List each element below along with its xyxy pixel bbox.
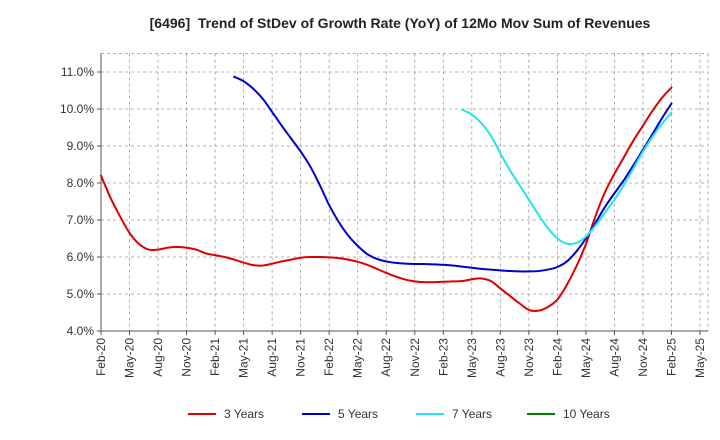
chart-title: [6496] Trend of StDev of Growth Rate (Yo… bbox=[150, 15, 651, 31]
y-axis-ticks: 4.0% 5.0% 6.0% 7.0% 8.0% 9.0% 10.0% 11.0% bbox=[60, 65, 101, 338]
x-tick-label: Aug-22 bbox=[379, 338, 393, 377]
y-tick-label: 11.0% bbox=[61, 65, 94, 79]
y-tick-label: 7.0% bbox=[67, 213, 95, 227]
x-tick-label: Aug-23 bbox=[493, 338, 507, 377]
x-axis-ticks: Feb-20 May-20 Aug-20 Nov-20 Feb-21 May-21 Aug-… bbox=[94, 331, 707, 378]
x-tick-label: May-24 bbox=[579, 338, 593, 378]
axes bbox=[100, 53, 708, 332]
x-tick-label: Nov-20 bbox=[180, 338, 194, 377]
x-tick-label: Feb-24 bbox=[550, 338, 564, 376]
x-tick-label: May-22 bbox=[351, 338, 365, 378]
x-tick-label: Feb-22 bbox=[322, 338, 336, 376]
x-tick-label: Feb-20 bbox=[94, 338, 108, 376]
x-tick-label: Feb-21 bbox=[208, 338, 222, 376]
series-line-5-years bbox=[233, 75, 673, 273]
legend-label-7-years: 7 Years bbox=[452, 407, 492, 421]
x-tick-label: Nov-23 bbox=[522, 338, 536, 377]
legend-item-5-years: 5 Years bbox=[302, 407, 378, 421]
x-tick-label: Nov-21 bbox=[294, 338, 308, 377]
legend-item-3-years: 3 Years bbox=[188, 407, 264, 421]
x-tick-label: May-25 bbox=[693, 338, 707, 378]
legend-item-10-years: 10 Years bbox=[527, 407, 610, 421]
x-tick-label: Aug-20 bbox=[151, 338, 165, 377]
x-tick-label: Aug-24 bbox=[607, 338, 621, 377]
x-tick-label: Feb-23 bbox=[436, 338, 450, 376]
x-tick-label: May-20 bbox=[123, 338, 137, 378]
x-tick-label: Aug-21 bbox=[265, 338, 279, 377]
x-tick-label: Nov-22 bbox=[408, 338, 422, 377]
x-tick-label: Feb-25 bbox=[664, 338, 678, 376]
grid bbox=[101, 53, 709, 331]
x-tick-label: Nov-24 bbox=[636, 338, 650, 377]
x-tick-label: May-21 bbox=[237, 338, 251, 378]
legend-label-5-years: 5 Years bbox=[338, 407, 378, 421]
series-group bbox=[100, 75, 673, 312]
legend-item-7-years: 7 Years bbox=[416, 407, 492, 421]
legend-label-3-years: 3 Years bbox=[224, 407, 264, 421]
y-tick-label: 5.0% bbox=[67, 287, 95, 301]
y-tick-label: 10.0% bbox=[60, 102, 94, 116]
y-tick-label: 9.0% bbox=[67, 139, 95, 153]
y-tick-label: 6.0% bbox=[67, 250, 95, 264]
x-tick-label: May-23 bbox=[465, 338, 479, 378]
series-line-7-years bbox=[461, 108, 673, 246]
y-tick-label: 8.0% bbox=[67, 176, 95, 190]
legend: 3 Years 5 Years 7 Years 10 Years bbox=[188, 407, 610, 421]
series-line-3-years bbox=[100, 86, 673, 312]
y-tick-label: 4.0% bbox=[67, 324, 95, 338]
legend-label-10-years: 10 Years bbox=[563, 407, 610, 421]
